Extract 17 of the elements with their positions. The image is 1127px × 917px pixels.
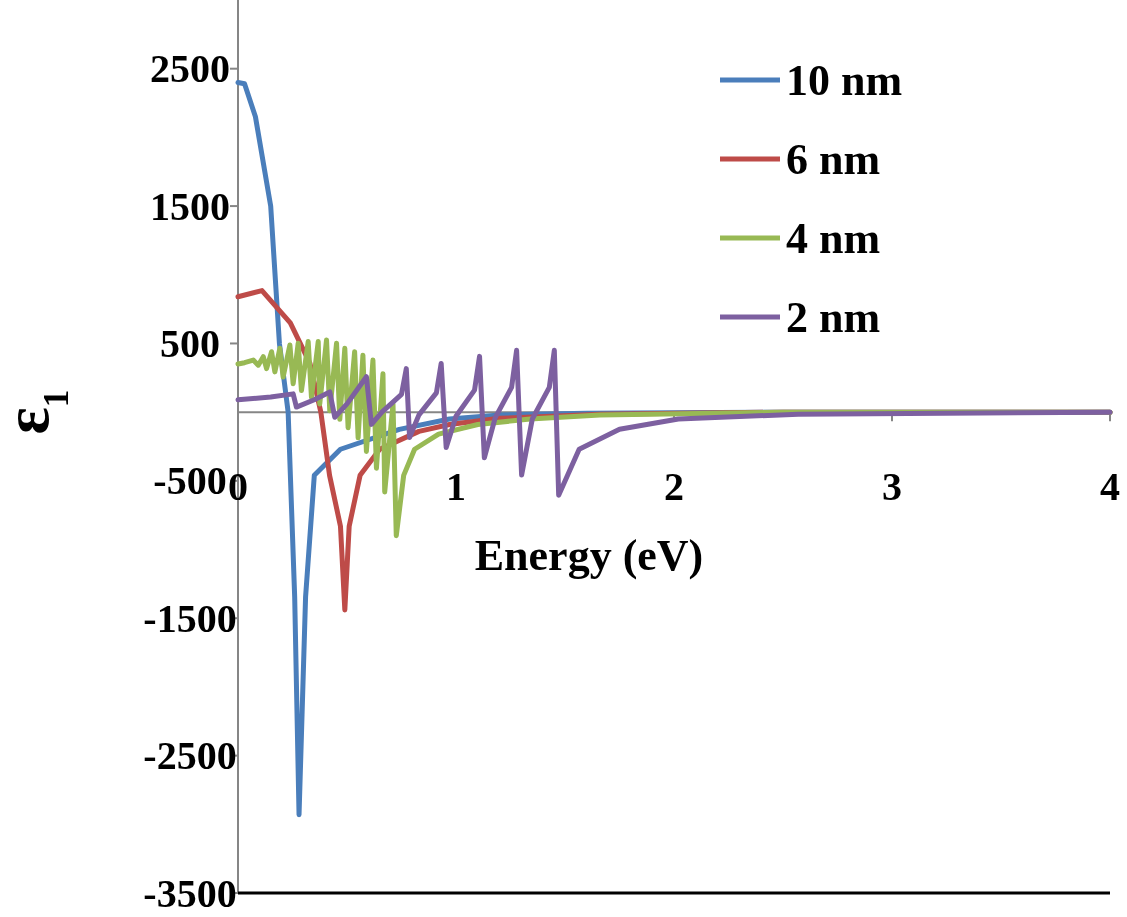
x-tick-label: 2 <box>664 463 684 509</box>
x-tick-label: 3 <box>882 463 902 509</box>
x-tick-label: 0 <box>228 463 248 509</box>
y-tick-label: 2500 <box>150 46 230 92</box>
y-tick-label: -500 <box>153 458 227 504</box>
y-tick-label: 500 <box>160 320 220 366</box>
y-tick-label: -3500 <box>143 870 237 916</box>
y-tick-label: -2500 <box>143 733 237 779</box>
x-axis-title: Energy (eV) <box>474 531 704 581</box>
legend-label: 10 nm <box>786 55 903 105</box>
x-tick-label: 1 <box>446 463 466 509</box>
y-tick-label: -1500 <box>143 595 237 641</box>
x-tick-label: 4 <box>1100 463 1120 509</box>
y-tick-label: 1500 <box>150 183 230 229</box>
legend-label: 2 nm <box>786 292 881 342</box>
legend-label: 4 nm <box>786 213 881 263</box>
legend-label: 6 nm <box>786 134 881 184</box>
